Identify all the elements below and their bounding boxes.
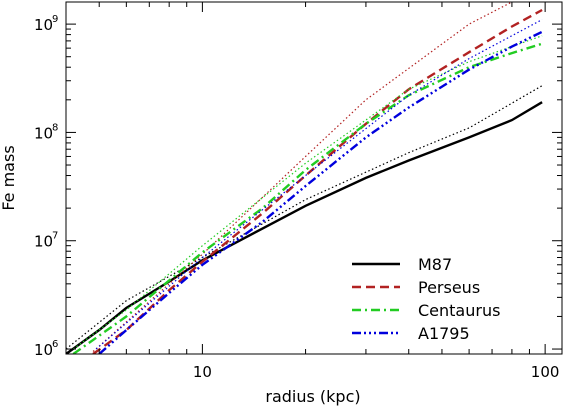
- y-tick-exponent: 8: [52, 122, 58, 133]
- legend-label-1: Perseus: [418, 278, 480, 297]
- y-tick-label: 10: [34, 341, 53, 359]
- legend-label-2: Centaurus: [418, 301, 500, 320]
- y-tick-exponent: 9: [52, 14, 58, 25]
- series-line-3: [98, 30, 543, 354]
- legend-label-3: A1795: [418, 324, 470, 343]
- y-tick-label: 10: [34, 233, 53, 251]
- series-line-0: [66, 101, 543, 354]
- series-3-bound-0: [95, 19, 543, 350]
- series-line-2: [72, 42, 543, 354]
- series-1-bound-0: [92, 2, 513, 352]
- series-0-bound-0: [66, 85, 543, 350]
- x-axis-title: radius (kpc): [265, 387, 360, 406]
- y-tick-label: 10: [34, 16, 53, 34]
- y-axis-title: Fe mass: [0, 145, 18, 210]
- y-tick-exponent: 7: [52, 231, 58, 242]
- x-tick-label: 10: [193, 363, 212, 381]
- legend: M87 Perseus Centaurus A1795: [352, 255, 500, 343]
- series-layer: [66, 2, 543, 354]
- plot-frame: [65, 1, 563, 355]
- legend-label-0: M87: [418, 255, 452, 274]
- y-tick-label: 10: [34, 124, 53, 142]
- x-tick-label: 100: [531, 363, 560, 381]
- y-tick-exponent: 6: [52, 339, 58, 350]
